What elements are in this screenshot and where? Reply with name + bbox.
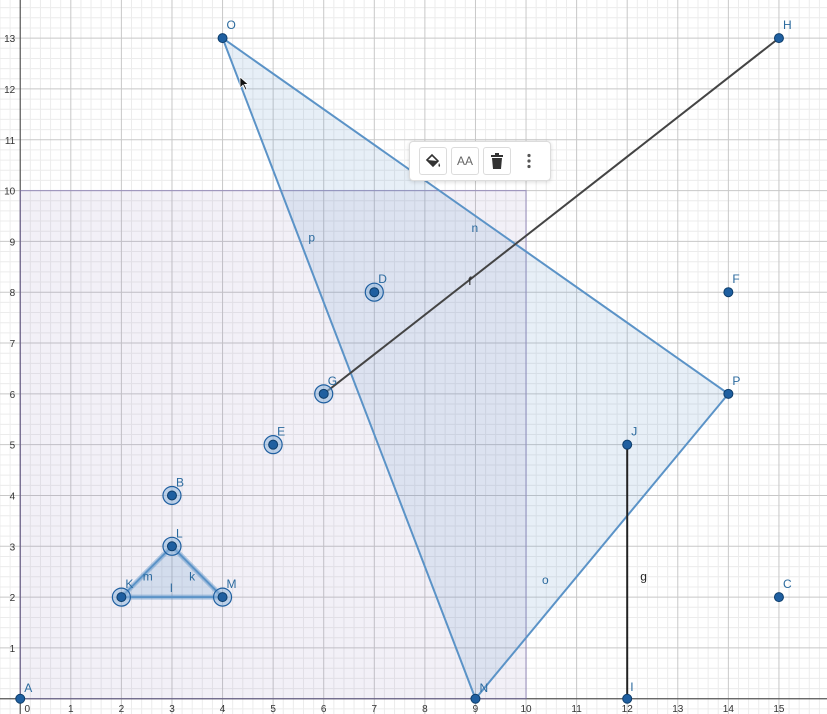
x-tick-label: 15 [773, 704, 785, 714]
point-label-O: O [227, 18, 236, 32]
x-tick-label: 14 [723, 704, 735, 714]
x-tick-label: 13 [672, 704, 684, 714]
point-C[interactable] [773, 592, 784, 603]
x-tick-label: 1 [68, 704, 74, 714]
x-tick-label: 7 [372, 704, 378, 714]
point-label-K: K [125, 577, 133, 591]
paint-bucket-icon [425, 153, 441, 168]
y-tick-label: 12 [4, 85, 16, 96]
trash-icon [491, 153, 503, 169]
y-tick-label: 11 [5, 136, 16, 147]
point-label-J: J [631, 425, 637, 439]
point-I[interactable] [622, 693, 633, 704]
point-N[interactable] [470, 693, 481, 704]
point-label-F: F [732, 272, 739, 286]
x-tick-label: 12 [622, 704, 634, 714]
more-vertical-icon [527, 153, 531, 169]
text-style-button[interactable]: AA [451, 147, 479, 175]
point-label-D: D [378, 272, 387, 286]
point-label-H: H [783, 18, 792, 32]
segment-label-f: f [468, 274, 472, 288]
point-G[interactable] [318, 388, 329, 399]
y-tick-label: 1 [10, 644, 16, 655]
point-label-N: N [479, 681, 488, 695]
x-tick-label: 4 [220, 704, 226, 714]
point-D[interactable] [369, 287, 380, 298]
point-P[interactable] [723, 388, 734, 399]
segment-label-l: l [170, 581, 173, 595]
point-label-I: I [630, 680, 633, 694]
delete-button[interactable] [483, 147, 511, 175]
triangle-OPN[interactable] [220, 35, 730, 701]
point-label-M: M [227, 577, 237, 591]
point-K[interactable] [116, 592, 127, 603]
fill-color-button[interactable] [419, 147, 447, 175]
point-H[interactable] [773, 33, 784, 44]
point-label-E: E [277, 425, 285, 439]
point-A[interactable] [15, 693, 26, 704]
shapes-layer[interactable]: n o p f g m l k [19, 35, 780, 701]
x-tick-label: 3 [169, 704, 175, 714]
point-label-L: L [176, 526, 183, 540]
segment-label-k: k [189, 570, 196, 584]
x-tick-label: 2 [119, 704, 125, 714]
point-label-A: A [24, 681, 32, 695]
point-label-P: P [732, 374, 740, 388]
y-tick-label: 7 [10, 339, 16, 350]
segment-label-o: o [542, 573, 549, 587]
segment-label-p: p [308, 230, 315, 244]
point-O[interactable] [217, 33, 228, 44]
points-layer[interactable]: A B C D E F G H I J K L M N O P [15, 18, 792, 704]
x-tick-label: 6 [321, 704, 327, 714]
point-E[interactable] [268, 439, 279, 450]
point-B[interactable] [166, 490, 177, 501]
segment-label-g: g [640, 570, 647, 584]
point-J[interactable] [622, 439, 633, 450]
y-tick-label: 10 [4, 187, 16, 198]
point-L[interactable] [166, 541, 177, 552]
y-tick-label: 5 [10, 441, 16, 452]
x-tick-label: 10 [520, 704, 532, 714]
segment-label-m: m [143, 570, 153, 584]
segment-f[interactable] [323, 37, 780, 395]
x-tick-label: 8 [422, 704, 428, 714]
x-tick-label: 9 [473, 704, 479, 714]
point-label-G: G [328, 374, 337, 388]
point-F[interactable] [723, 287, 734, 298]
x-tick-label: 0 [24, 704, 30, 714]
segment-label-n: n [471, 221, 478, 235]
point-label-B: B [176, 475, 184, 489]
y-tick-label: 8 [10, 288, 16, 299]
y-tick-label: 9 [10, 237, 16, 248]
object-style-toolbar: AA [409, 141, 551, 181]
mouse-pointer-icon [239, 76, 250, 91]
y-tick-label: 6 [10, 390, 16, 401]
text-style-label: AA [456, 154, 473, 168]
y-tick-label: 13 [4, 34, 16, 45]
y-tick-label: 3 [10, 542, 16, 553]
y-tick-label: 4 [10, 491, 16, 502]
more-options-button[interactable] [515, 147, 543, 175]
x-tick-label: 5 [270, 704, 276, 714]
x-tick-label: 11 [571, 704, 582, 714]
point-label-C: C [783, 577, 792, 591]
triangle-KLM[interactable] [118, 544, 225, 599]
point-M[interactable] [217, 592, 228, 603]
y-tick-label: 2 [10, 593, 16, 604]
